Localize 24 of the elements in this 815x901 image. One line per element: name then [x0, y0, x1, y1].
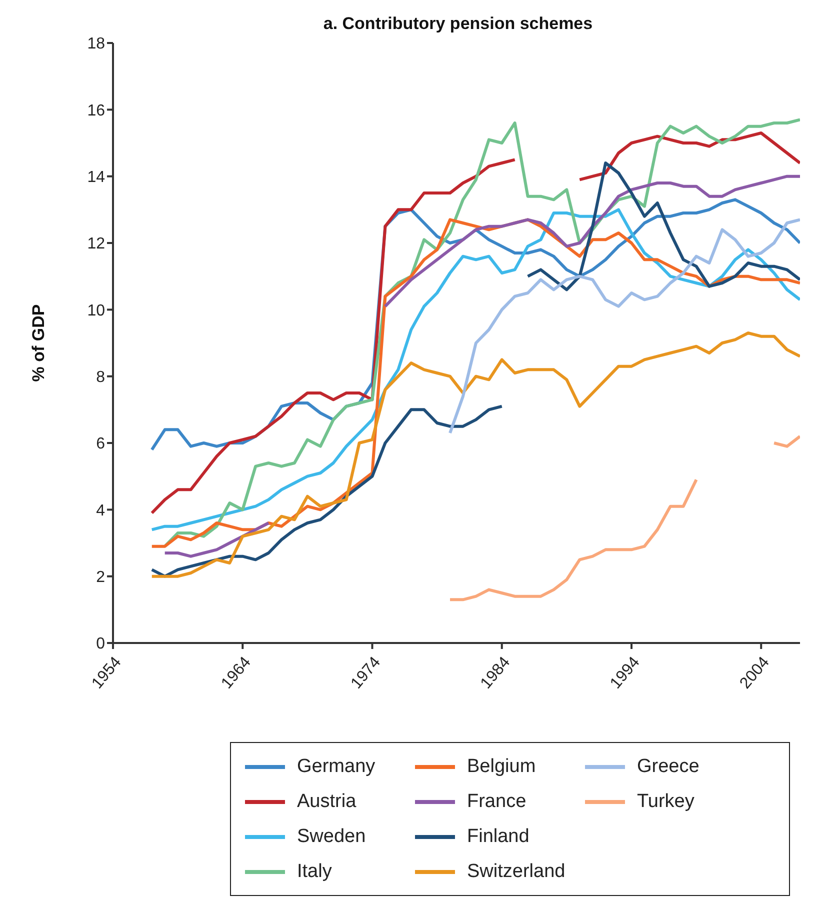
legend-label: Greece: [637, 756, 700, 778]
legend-label: Austria: [297, 790, 356, 812]
y-axis-title: % of GDP: [29, 304, 48, 382]
y-tick-label: 16: [87, 102, 106, 120]
y-tick-label: 12: [87, 236, 106, 253]
legend-label: Germany: [297, 756, 376, 778]
y-tick-label: 10: [87, 302, 106, 320]
y-tick-label: 2: [96, 569, 106, 586]
y-tick-label: 14: [87, 169, 106, 186]
legend-label: Italy: [297, 860, 332, 882]
line-series: [150, 332, 800, 578]
y-tick-label: 18: [87, 36, 106, 53]
y-tick-label: 4: [96, 502, 106, 520]
legend-label: France: [467, 790, 526, 812]
y-tick-label: 8: [96, 369, 106, 386]
chart-title: a. Contributory pension schemes: [322, 14, 594, 34]
legend-label: Switzerland: [467, 860, 566, 882]
legend-label: Sweden: [297, 826, 366, 848]
y-tick-label: 0: [96, 636, 106, 653]
legend-label: Belgium: [467, 756, 536, 778]
legend-label: Finland: [467, 826, 530, 848]
y-tick-label: 6: [96, 436, 106, 453]
legend-label: Turkey: [637, 790, 694, 812]
line-series: [448, 218, 800, 434]
